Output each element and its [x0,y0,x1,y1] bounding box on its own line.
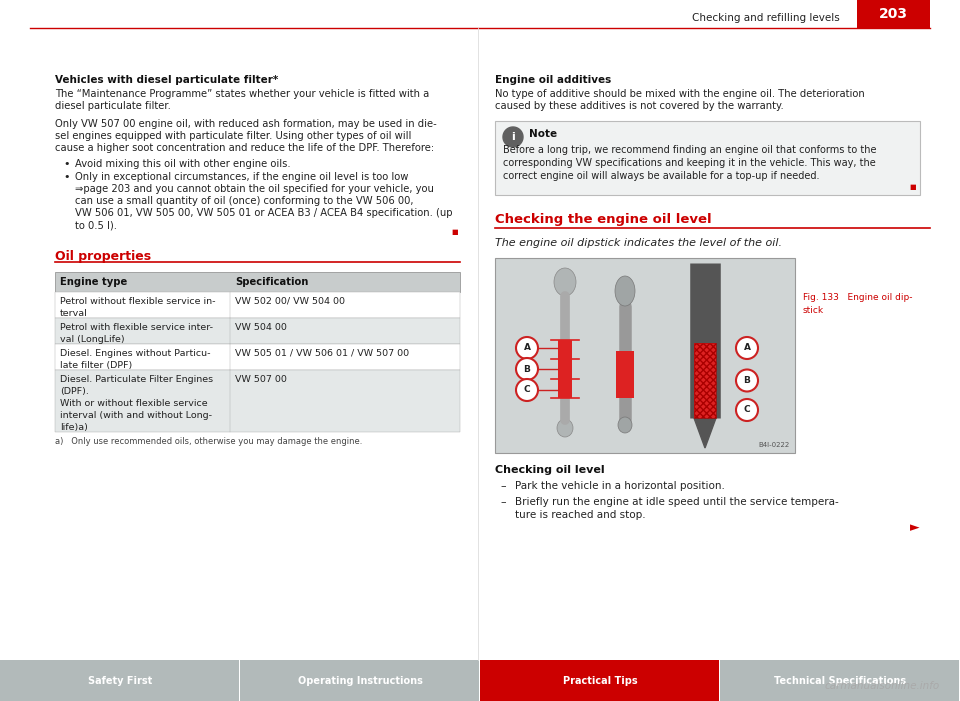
Text: Before a long trip, we recommend finding an engine oil that conforms to the: Before a long trip, we recommend finding… [503,145,876,155]
Text: i: i [511,132,515,142]
Text: Park the vehicle in a horizontal position.: Park the vehicle in a horizontal positio… [515,481,725,491]
Bar [720,660,959,701]
Bar [694,343,716,418]
Text: a)   Only use recommended oils, otherwise you may damage the engine.: a) Only use recommended oils, otherwise … [55,437,362,446]
Text: Engine oil additives: Engine oil additives [495,75,612,85]
Text: The “Maintenance Programme” states whether your vehicle is fitted with a: The “Maintenance Programme” states wheth… [55,89,429,99]
Text: to 0.5 l).: to 0.5 l). [75,220,117,230]
Ellipse shape [554,268,576,296]
Circle shape [736,399,758,421]
Circle shape [516,337,538,359]
Ellipse shape [615,276,635,306]
Text: Checking and refilling levels: Checking and refilling levels [692,13,840,23]
Bar [694,343,716,418]
Text: No type of additive should be mixed with the engine oil. The deterioration: No type of additive should be mixed with… [495,89,865,99]
Text: –: – [500,481,506,491]
Text: VW 502 00/ VW 504 00: VW 502 00/ VW 504 00 [235,297,345,306]
Text: –: – [500,497,506,507]
Bar [55,370,460,432]
Text: Only in exceptional circumstances, if the engine oil level is too low: Only in exceptional circumstances, if th… [75,172,408,182]
Circle shape [736,369,758,391]
Circle shape [736,337,758,359]
Text: The engine oil dipstick indicates the level of the oil.: The engine oil dipstick indicates the le… [495,238,782,248]
Text: can use a small quantity of oil (once) conforming to the VW 506 00,: can use a small quantity of oil (once) c… [75,196,414,206]
Bar [616,351,634,398]
Text: VW 506 01, VW 505 00, VW 505 01 or ACEA B3 / ACEA B4 specification. (up: VW 506 01, VW 505 00, VW 505 01 or ACEA … [75,208,452,218]
Text: terval: terval [60,309,87,318]
Text: correct engine oil will always be available for a top-up if needed.: correct engine oil will always be availa… [503,171,820,181]
Text: Fig. 133   Engine oil dip-: Fig. 133 Engine oil dip- [803,293,913,302]
Polygon shape [503,127,523,147]
Text: interval (with and without Long-: interval (with and without Long- [60,411,212,420]
Text: Note: Note [529,129,557,139]
Text: Petrol with flexible service inter-: Petrol with flexible service inter- [60,323,213,332]
Text: •: • [63,159,69,169]
Text: diesel particulate filter.: diesel particulate filter. [55,101,171,111]
Bar [0,660,239,701]
Text: C: C [524,386,530,395]
Text: Safety First: Safety First [88,676,152,686]
Text: B4I-0222: B4I-0222 [758,442,790,448]
Text: ⇒page 203 and you cannot obtain the oil specified for your vehicle, you: ⇒page 203 and you cannot obtain the oil … [75,184,434,194]
Text: Diesel. Engines without Particu-: Diesel. Engines without Particu- [60,349,210,358]
Text: Only VW 507 00 engine oil, with reduced ash formation, may be used in die-: Only VW 507 00 engine oil, with reduced … [55,119,437,129]
Text: Technical Specifications: Technical Specifications [774,676,906,686]
Bar [55,272,460,292]
Text: •: • [63,172,69,182]
Text: Engine type: Engine type [60,277,128,287]
Text: Avoid mixing this oil with other engine oils.: Avoid mixing this oil with other engine … [75,159,291,169]
Text: late filter (DPF): late filter (DPF) [60,361,132,370]
Bar [240,660,479,701]
Text: ■: ■ [451,229,458,235]
Text: ►: ► [910,521,920,534]
Text: VW 507 00: VW 507 00 [235,375,287,384]
Text: With or without flexible service: With or without flexible service [60,399,207,408]
Text: cause a higher soot concentration and reduce the life of the DPF. Therefore:: cause a higher soot concentration and re… [55,143,434,153]
Text: Practical Tips: Practical Tips [563,676,637,686]
Circle shape [516,358,538,380]
Text: life)a): life)a) [60,423,88,432]
Bar [55,318,460,344]
Ellipse shape [618,417,632,433]
Bar [495,258,795,453]
Polygon shape [694,418,716,448]
Text: Oil properties: Oil properties [55,250,151,263]
Text: ■: ■ [909,184,916,190]
Text: A: A [743,343,751,353]
Text: VW 504 00: VW 504 00 [235,323,287,332]
Bar [55,292,460,318]
Bar [857,0,930,28]
Text: Checking oil level: Checking oil level [495,465,605,475]
Ellipse shape [557,419,573,437]
Text: ture is reached and stop.: ture is reached and stop. [515,510,646,520]
Text: B: B [523,365,531,374]
Text: Checking the engine oil level: Checking the engine oil level [495,213,711,226]
Text: 203: 203 [878,7,907,21]
Bar [55,344,460,370]
Bar [480,660,719,701]
Bar [558,340,572,398]
Circle shape [516,379,538,401]
Text: Specification: Specification [235,277,308,287]
Text: val (LongLife): val (LongLife) [60,335,125,344]
Text: VW 505 01 / VW 506 01 / VW 507 00: VW 505 01 / VW 506 01 / VW 507 00 [235,349,409,358]
Text: Briefly run the engine at idle speed until the service tempera-: Briefly run the engine at idle speed unt… [515,497,839,507]
Bar [495,121,920,195]
Text: Vehicles with diesel particulate filter*: Vehicles with diesel particulate filter* [55,75,278,85]
Text: carmanualsonline.info: carmanualsonline.info [825,681,940,691]
Text: C: C [744,405,751,414]
Text: caused by these additives is not covered by the warranty.: caused by these additives is not covered… [495,101,783,111]
Text: Diesel. Particulate Filter Engines: Diesel. Particulate Filter Engines [60,375,213,384]
Text: sel engines equipped with particulate filter. Using other types of oil will: sel engines equipped with particulate fi… [55,131,412,141]
Text: corresponding VW specifications and keeping it in the vehicle. This way, the: corresponding VW specifications and keep… [503,158,876,168]
Text: (DPF).: (DPF). [60,387,89,396]
Text: Petrol without flexible service in-: Petrol without flexible service in- [60,297,215,306]
Text: Operating Instructions: Operating Instructions [298,676,422,686]
Text: stick: stick [803,306,824,315]
Text: A: A [523,343,531,353]
Text: B: B [744,376,751,385]
